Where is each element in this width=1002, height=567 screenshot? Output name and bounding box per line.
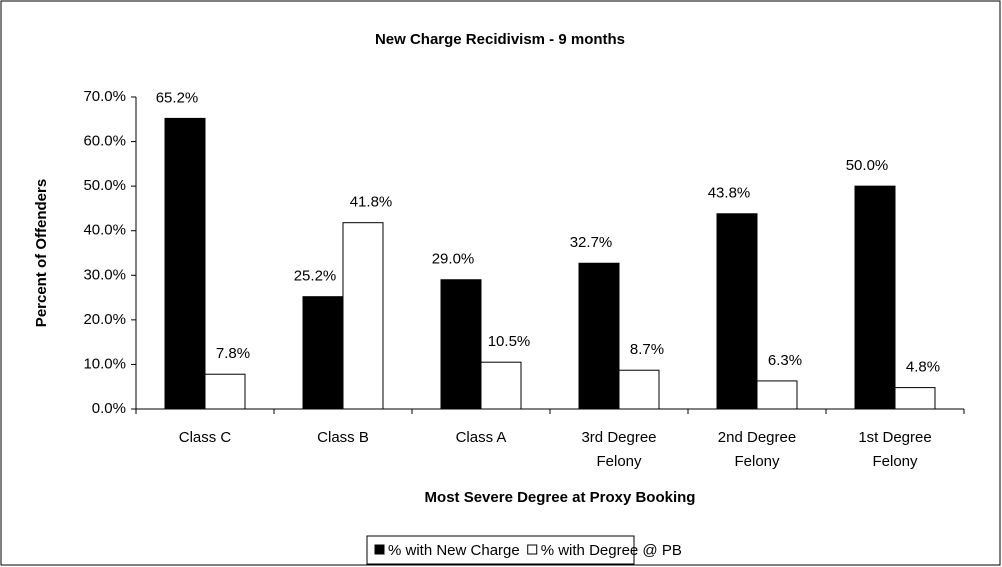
data-label: 6.3% — [768, 352, 802, 369]
x-axis-title: Most Severe Degree at Proxy Booking — [425, 489, 696, 506]
y-tick-label: 60.0% — [83, 133, 126, 150]
data-label: 10.5% — [488, 333, 531, 350]
bar — [618, 369, 660, 410]
x-tick-label: 3rd Degree Felony — [581, 429, 656, 470]
legend-swatch — [527, 544, 538, 555]
data-label: 65.2% — [156, 89, 199, 106]
data-label: 4.8% — [906, 359, 940, 376]
y-tick-label: 40.0% — [83, 222, 126, 239]
bar — [302, 296, 344, 410]
bar — [480, 361, 522, 410]
y-tick-label: 30.0% — [83, 266, 126, 283]
x-tick-label: Class B — [317, 429, 369, 446]
bar — [440, 279, 482, 410]
data-label: 8.7% — [630, 341, 664, 358]
y-tick-label: 0.0% — [92, 400, 126, 417]
y-tick-label: 20.0% — [83, 311, 126, 328]
data-label: 32.7% — [570, 234, 613, 251]
data-label: 25.2% — [294, 268, 337, 285]
data-label: 50.0% — [846, 157, 889, 174]
data-label: 29.0% — [432, 251, 475, 268]
x-tick-label: 2nd Degree Felony — [718, 429, 796, 470]
legend-box — [366, 535, 635, 565]
bar — [204, 373, 246, 410]
y-tick-label: 10.0% — [83, 355, 126, 372]
bar — [342, 222, 384, 410]
data-label: 7.8% — [216, 345, 250, 362]
bar — [894, 387, 936, 410]
y-tick-label: 50.0% — [83, 177, 126, 194]
y-axis-title: Percent of Offenders — [33, 179, 50, 327]
data-label: 41.8% — [350, 194, 393, 211]
bar — [164, 117, 206, 410]
x-tick-label: Class C — [179, 429, 232, 446]
bar — [756, 380, 798, 410]
legend-label: % with Degree @ PB — [541, 542, 682, 559]
data-label: 43.8% — [708, 185, 751, 202]
legend-swatch — [374, 544, 385, 555]
y-tick-label: 70.0% — [83, 88, 126, 105]
bar — [854, 185, 896, 410]
legend-label: % with New Charge — [388, 542, 520, 559]
bar — [716, 213, 758, 410]
x-tick-label: 1st Degree Felony — [858, 429, 931, 470]
chart-title: New Charge Recidivism - 9 months — [375, 31, 625, 48]
bar — [578, 262, 620, 410]
x-tick-label: Class A — [456, 429, 507, 446]
